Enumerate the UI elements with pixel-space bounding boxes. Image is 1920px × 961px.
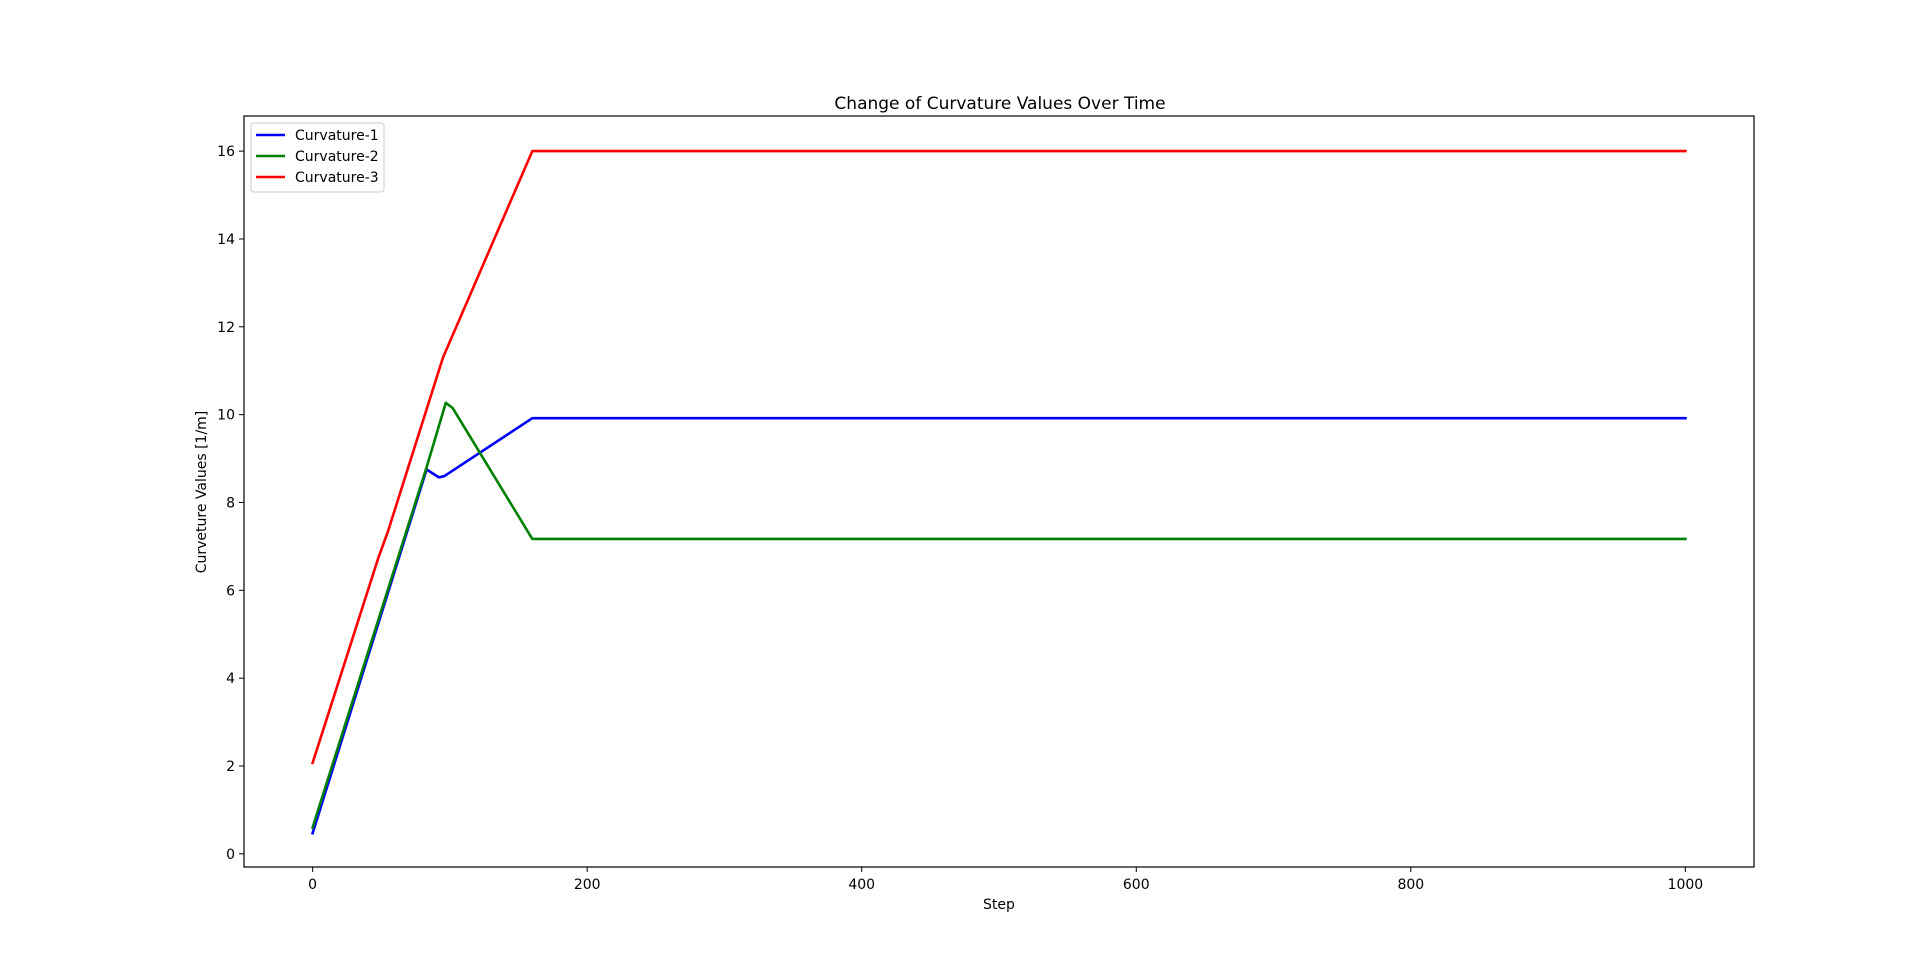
y-tick-label: 2 (226, 759, 235, 775)
legend-label: Curvature-3 (295, 170, 379, 186)
y-tick-label: 12 (217, 320, 235, 336)
chart-title: Change of Curvature Values Over Time (834, 94, 1165, 114)
plot-area (244, 116, 1754, 867)
y-tick-label: 8 (226, 495, 235, 511)
y-tick-label: 16 (217, 144, 235, 160)
x-tick-label: 200 (574, 877, 601, 893)
y-tick-label: 10 (217, 408, 235, 424)
x-tick-label: 600 (1123, 877, 1150, 893)
series-line-3 (310, 149, 1687, 765)
series-line-2 (310, 401, 1687, 830)
y-axis-title: Curveture Values [1/m] (194, 411, 210, 574)
x-axis-title: Step (983, 897, 1015, 913)
plot-frame (243, 115, 1755, 868)
x-tick-label: 1000 (1668, 877, 1704, 893)
series-lines (310, 149, 1687, 835)
y-tick-label: 0 (226, 847, 235, 863)
y-tick-label: 4 (226, 671, 235, 687)
x-tick-label: 400 (848, 877, 875, 893)
y-tick-label: 6 (226, 583, 235, 599)
legend-box (250, 122, 385, 193)
x-tick-label: 0 (308, 877, 317, 893)
x-axis: 0 200 400 600 800 1000 (308, 867, 1703, 893)
legend-label: Curvature-2 (295, 149, 379, 165)
legend: Curvature-1 Curvature-2 Curvature-3 (250, 122, 385, 193)
x-tick-label: 800 (1397, 877, 1424, 893)
y-axis: 0 2 4 6 8 10 12 14 16 (217, 144, 244, 863)
y-tick-label: 14 (217, 232, 235, 248)
legend-label: Curvature-1 (295, 128, 379, 144)
